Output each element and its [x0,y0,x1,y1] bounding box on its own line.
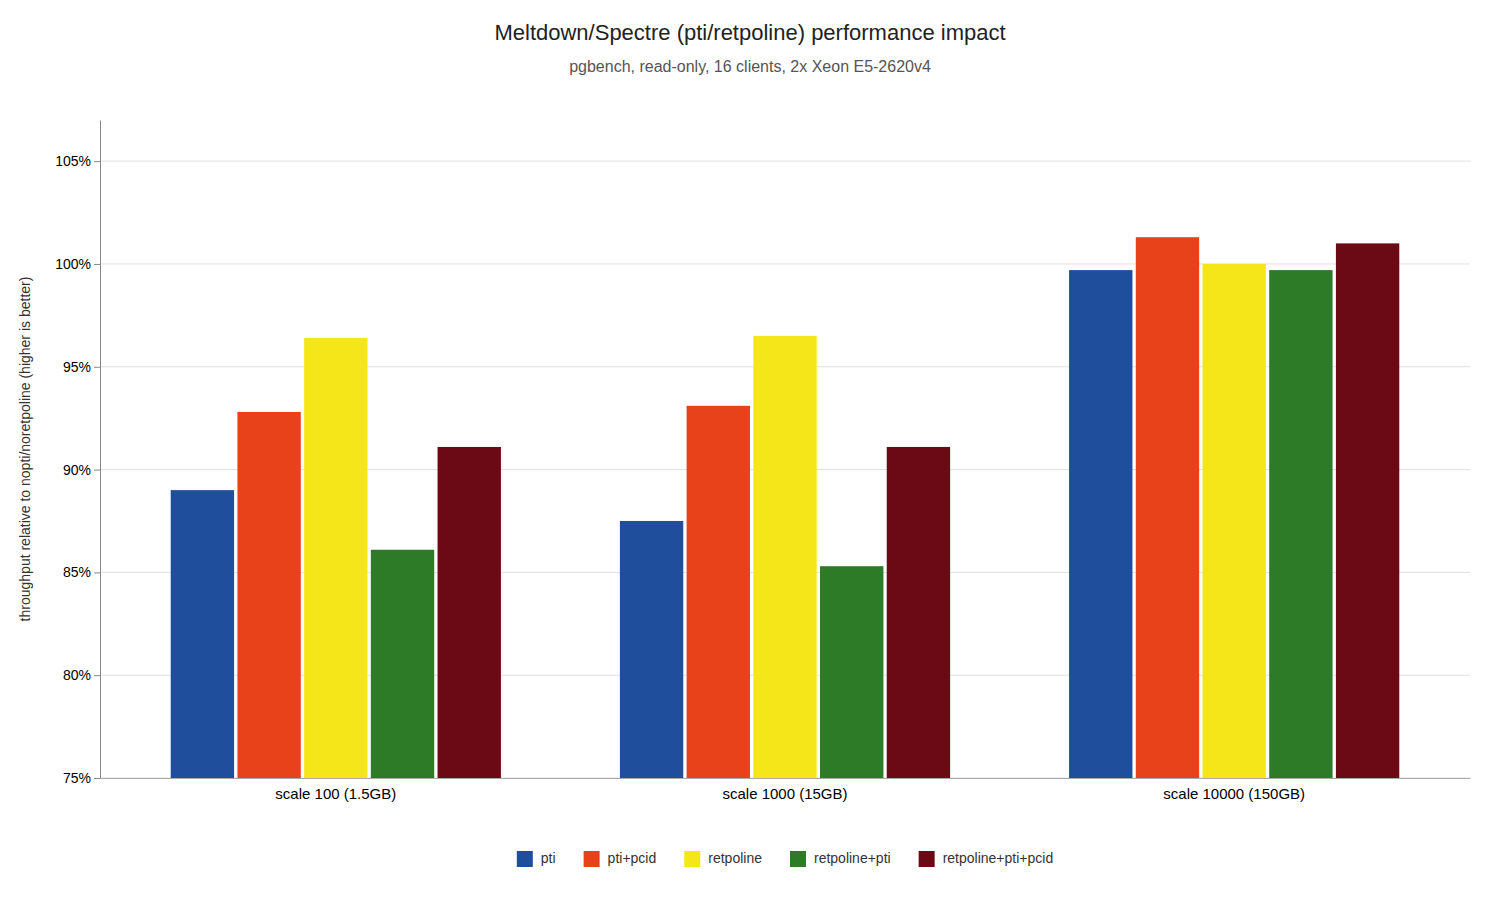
legend-item: pti [517,850,556,867]
bar [753,336,816,778]
y-tick-mark [94,264,100,265]
title: Meltdown/Spectre (pti/retpoline) perform… [494,20,1005,45]
y-tick-mark [94,161,100,162]
bar [687,406,750,778]
legend-swatch [584,851,600,867]
y-tick-label: 75% [63,770,91,786]
bar [820,566,883,778]
x-tick-label: scale 10000 (150GB) [1163,785,1305,802]
x-tick-label: scale 100 (1.5GB) [275,785,396,802]
bar-series [438,243,1400,778]
y-tick-label: 105% [55,153,91,169]
legend-label: retpoline [708,850,762,866]
bar [304,338,367,778]
legend: pti pti+pcid retpoline retpoline+pti retpoli… [517,850,1053,867]
bar-series [371,270,1333,778]
y-tick-mark [94,778,100,779]
y-tick: 100% [55,256,100,272]
chart: Meltdown/Spectre (pti/retpoline) perform… [0,0,1500,898]
bar [371,550,434,778]
bars [171,237,1400,778]
y-axis-line [100,121,101,779]
bar [1336,243,1399,778]
y-tick: 105% [55,153,100,169]
y-tick-label: 80% [63,667,91,683]
legend-label: pti [541,850,556,866]
x-tick-label: scale 1000 (15GB) [722,785,847,802]
y-tick-mark [94,367,100,368]
y-tick: 85% [63,564,100,580]
y-tick-label: 90% [63,462,91,478]
y-axis: 75% 80% 85% 90% 95% 100% 105% [55,121,100,786]
bar [237,412,300,778]
x-axis: scale 100 (1.5GB) scale 1000 (15GB) scale … [101,779,1471,802]
y-tick-mark [94,470,100,471]
y-tick-mark [94,572,100,573]
bar [171,490,234,778]
y-tick: 80% [63,667,100,683]
grid-line [100,161,1470,162]
bar [620,521,683,778]
legend-label: pti+pcid [608,850,657,866]
legend-label: retpoline+pti+pcid [943,850,1054,866]
x-tick: scale 10000 (150GB) [1163,785,1305,802]
bar [1069,270,1132,778]
bar [1202,264,1265,778]
bar [438,447,501,778]
bar-series [171,270,1133,778]
bar-series [304,264,1266,778]
x-tick: scale 100 (1.5GB) [275,785,396,802]
plot: 75% 80% 85% 90% 95% 100% 105% scale 100 (1.5GB)… [55,121,1470,802]
bar [887,447,950,778]
x-tick: scale 1000 (15GB) [722,785,847,802]
y-axis-title: throughput relative to nopti/noretpoline… [17,277,33,622]
y-tick-mark [94,675,100,676]
y-tick-label: 95% [63,359,91,375]
legend-swatch [919,851,935,867]
y-tick: 95% [63,359,100,375]
bar [1136,237,1199,778]
x-axis-line [101,778,1471,779]
legend-label: retpoline+pti [814,850,891,866]
y-tick-label: 85% [63,564,91,580]
grid [100,161,1470,778]
legend-item: retpoline [684,850,762,867]
legend-swatch [790,851,806,867]
legend-swatch [517,851,533,867]
y-tick: 75% [63,770,100,786]
legend-item: retpoline+pti+pcid [919,850,1054,867]
bar [1269,270,1332,778]
legend-swatch [684,851,700,867]
legend-item: pti+pcid [584,850,657,867]
subtitle: pgbench, read-only, 16 clients, 2x Xeon … [569,58,931,75]
y-tick-label: 100% [55,256,91,272]
legend-item: retpoline+pti [790,850,891,867]
bar-series [237,237,1199,778]
y-tick: 90% [63,462,100,478]
